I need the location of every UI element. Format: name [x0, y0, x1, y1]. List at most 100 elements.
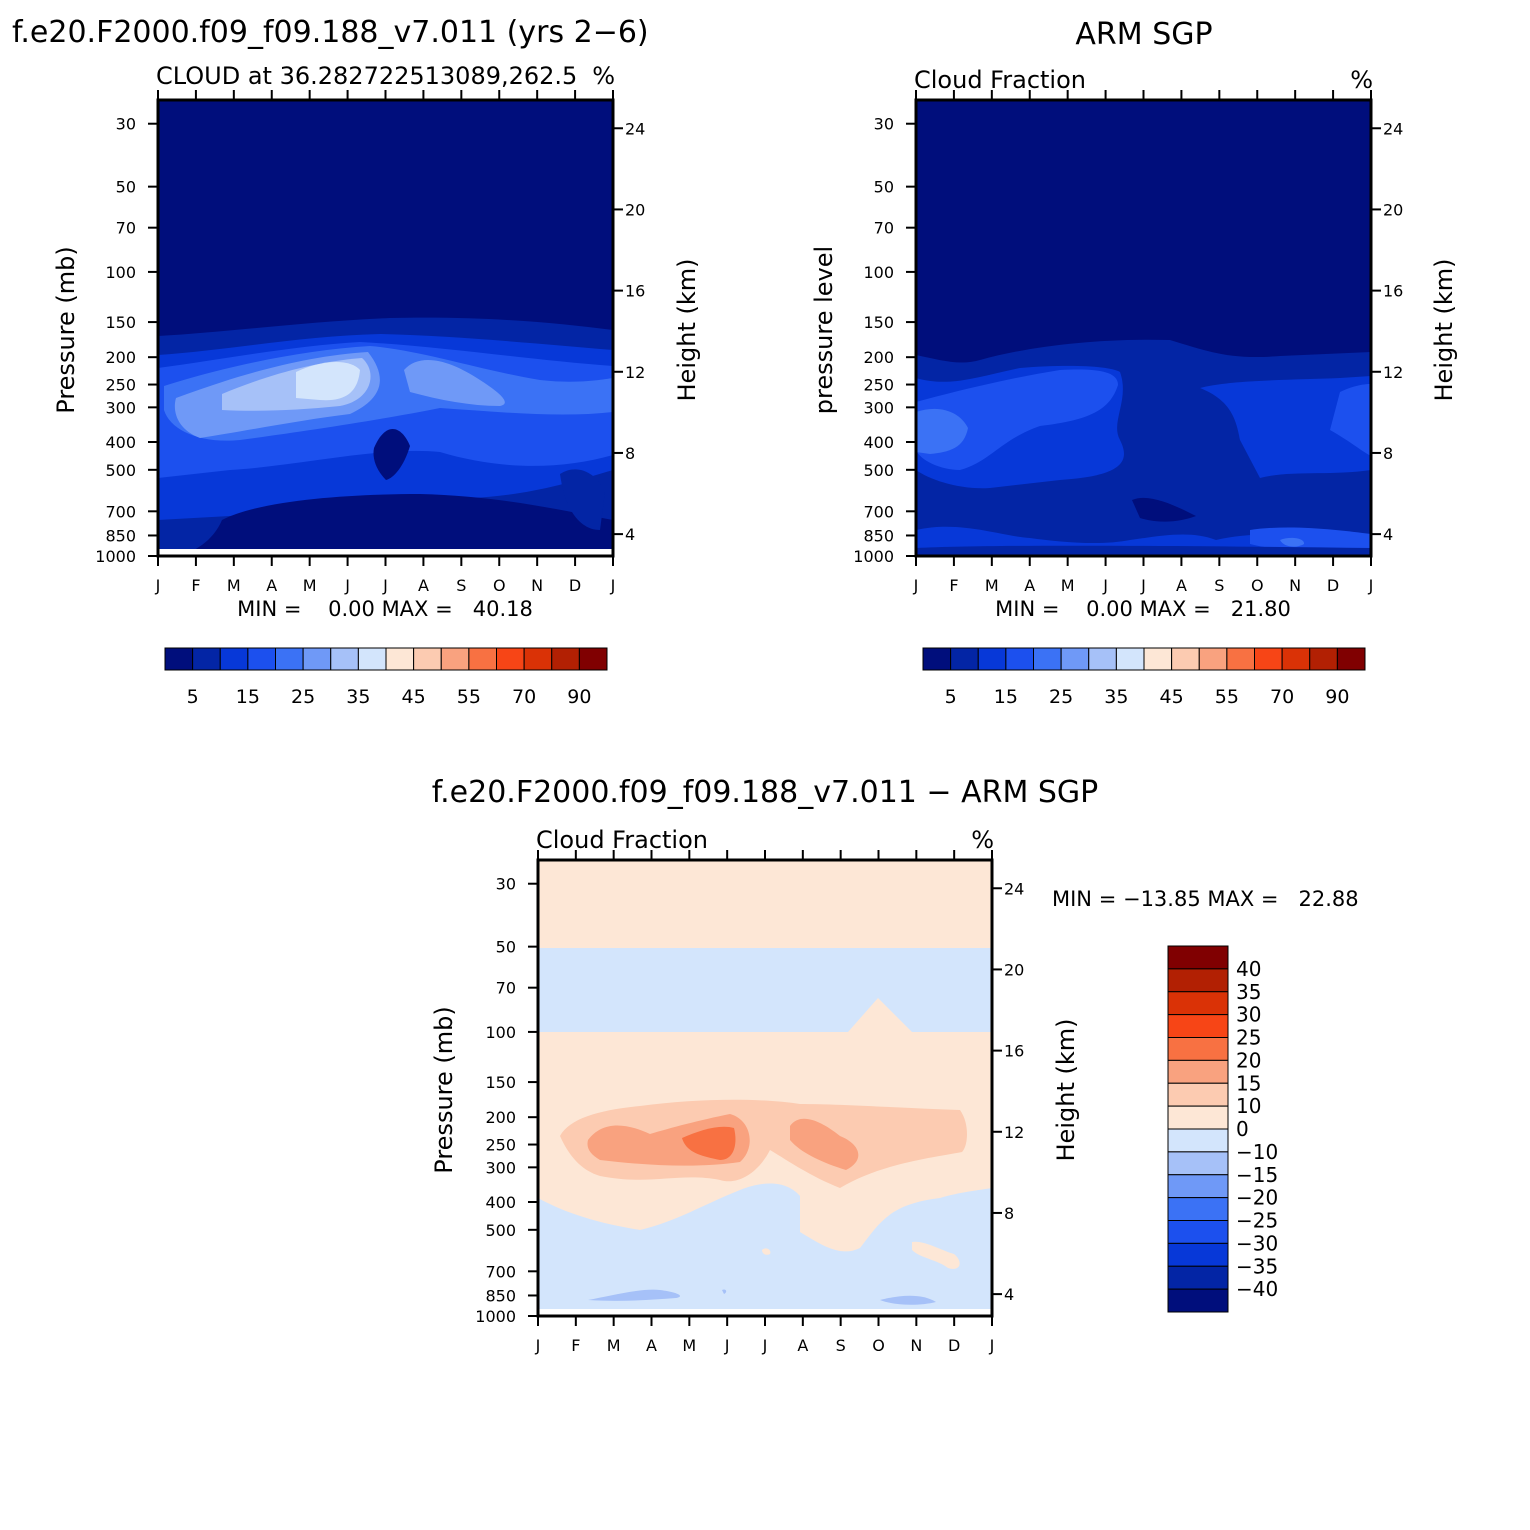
panel-diff-ytick-label: 70 — [496, 979, 516, 998]
colorbar-obs-swatch — [1226, 647, 1255, 671]
panel-obs-xtick-label: A — [1176, 576, 1187, 595]
panel-model-ytick-label: 700 — [105, 502, 136, 521]
panel-model-ytick-label: 150 — [105, 313, 136, 332]
colorbar-model-swatch — [192, 647, 221, 671]
panel-obs: Cloud Fraction % J F M A M J J A S O N D J 30 50 70 100 1… — [810, 66, 1458, 621]
panel-diff-xtick-label: A — [646, 1336, 657, 1355]
panel-obs-ytick-right-label: 20 — [1383, 200, 1403, 219]
colorbar-diff-swatch — [1167, 991, 1229, 1016]
panel-model-xtick-label: J — [610, 576, 616, 595]
panel-diff-ytick-right-label: 8 — [1004, 1204, 1014, 1223]
panel-diff-xtick-label: D — [948, 1336, 960, 1355]
colorbar-model-label: 5 — [187, 686, 199, 708]
colorbar-model-label: 55 — [457, 686, 481, 708]
colorbar-model-swatch — [219, 647, 249, 671]
panel-obs-xtick-label: J — [1368, 576, 1374, 595]
colorbar-model-swatch — [413, 647, 442, 671]
panel-obs-xtick-label: J — [913, 576, 919, 595]
page-title-obs: ARM SGP — [1075, 17, 1212, 52]
colorbar-obs-swatch — [1033, 647, 1062, 671]
panel-obs-units: % — [1350, 66, 1373, 94]
panel-obs-ytick-label: 400 — [863, 433, 894, 452]
panel-model-xtick-label: F — [191, 576, 200, 595]
colorbar-diff-swatch — [1167, 1197, 1229, 1221]
colorbar-obs-swatch — [1254, 647, 1283, 671]
panel-diff-ytick-right-label: 12 — [1004, 1123, 1024, 1142]
panel-obs-ytick-label: 150 — [863, 313, 894, 332]
panel-obs-ytick-right-label: 4 — [1383, 525, 1393, 544]
colorbar-diff-label: 30 — [1236, 1003, 1261, 1027]
colorbar-diff-swatch — [1167, 1105, 1229, 1130]
panel-obs-xtick-label: S — [1214, 576, 1224, 595]
panel-model-ytick-label: 500 — [105, 461, 136, 480]
colorbar-model-label: 45 — [402, 686, 426, 708]
panel-model-ytick-label: 850 — [105, 526, 136, 545]
panel-model-ytick-right-label: 4 — [625, 525, 635, 544]
colorbar-diff-label: 0 — [1236, 1117, 1249, 1141]
panel-diff-xtick-label: J — [989, 1336, 995, 1355]
panel-model-ylabel: Pressure (mb) — [52, 246, 80, 413]
panel-model-xtick-label: A — [418, 576, 429, 595]
colorbar-obs-swatch — [977, 647, 1007, 671]
colorbar-model-swatch — [247, 647, 276, 671]
colorbar-obs-label: 45 — [1160, 686, 1184, 708]
colorbar-diff-label: −35 — [1236, 1254, 1278, 1278]
panel-diff: Cloud Fraction % J F M A M J J A S O N D J 30 50 70 100 1… — [430, 826, 1359, 1355]
panel-diff-ytick-label: 250 — [485, 1136, 516, 1155]
panel-obs-ytick-label: 70 — [874, 219, 894, 238]
colorbar-diff-swatch — [1167, 1059, 1229, 1084]
colorbar-diff-swatch — [1167, 1014, 1229, 1038]
colorbar-diff-label: −25 — [1236, 1209, 1278, 1233]
colorbar-diff-label: 20 — [1236, 1048, 1261, 1072]
panel-model-xtick-label: N — [531, 576, 543, 595]
colorbar-model-label: 15 — [236, 686, 260, 708]
colorbar-model-swatch — [468, 647, 497, 671]
panel-diff-axes: J F M A M J J A S O N D J 30 50 70 100 150 200 250 300 400 500… — [475, 850, 1024, 1355]
colorbar-model-label: 90 — [567, 686, 591, 708]
colorbar-diff-label: 25 — [1236, 1026, 1261, 1050]
panel-diff-ytick-right-label: 20 — [1004, 960, 1024, 979]
panel-obs-ytick-label: 500 — [863, 461, 894, 480]
panel-model-xtick-label: J — [382, 576, 388, 595]
colorbar-obs-swatch — [1336, 647, 1366, 671]
panel-obs-ytick-label: 50 — [874, 178, 894, 197]
panel-diff-contours — [538, 860, 992, 1316]
panel-model-ytick-right-label: 20 — [625, 200, 645, 219]
panel-model-ytick-label: 1000 — [95, 547, 136, 566]
panel-diff-ytick-right-label: 16 — [1004, 1042, 1024, 1061]
colorbar-diff-label: −40 — [1236, 1277, 1278, 1301]
panel-model-ytick-right-label: 24 — [625, 119, 645, 138]
panel-model-ytick-label: 70 — [116, 219, 136, 238]
panel-diff-minmax: MIN = −13.85 MAX = 22.88 — [1052, 887, 1359, 911]
colorbar-obs-label: 70 — [1270, 686, 1294, 708]
colorbar-diff-swatch — [1167, 1128, 1229, 1153]
colorbar-diff-swatch — [1167, 1151, 1229, 1176]
panel-model-ytick-label: 300 — [105, 398, 136, 417]
colorbar-diff-swatch — [1167, 968, 1229, 993]
panel-diff-xtick-label: J — [724, 1336, 730, 1355]
colorbar-diff-swatch — [1167, 1265, 1229, 1290]
colorbar-obs: 5 15 25 35 45 55 70 90 — [922, 647, 1366, 708]
page-title-model: f.e20.F2000.f09_f09.188_v7.011 (yrs 2−6) — [12, 15, 649, 50]
colorbar-diff-label: 35 — [1236, 980, 1261, 1004]
colorbar-obs-swatch — [1060, 647, 1090, 671]
panel-diff-ytick-label: 50 — [496, 938, 516, 957]
panel-diff-ylabel-right: Height (km) — [1052, 1019, 1080, 1162]
colorbar-obs-swatch — [922, 647, 952, 671]
panel-diff-ytick-label: 150 — [485, 1073, 516, 1092]
panel-obs-xtick-label: A — [1024, 576, 1035, 595]
panel-model-ytick-label: 100 — [105, 263, 136, 282]
panel-model-xtick-label: M — [303, 576, 317, 595]
panel-obs-ylabel: pressure level — [810, 246, 838, 414]
panel-diff-ytick-label: 700 — [485, 1262, 516, 1281]
panel-model-ytick-label: 200 — [105, 348, 136, 367]
panel-model-contours — [158, 100, 613, 556]
colorbar-obs-label: 55 — [1215, 686, 1239, 708]
colorbar-obs-label: 5 — [945, 686, 957, 708]
panel-diff-ytick-label: 500 — [485, 1221, 516, 1240]
panel-obs-ytick-right-label: 24 — [1383, 119, 1403, 138]
panel-obs-contours — [916, 100, 1371, 556]
